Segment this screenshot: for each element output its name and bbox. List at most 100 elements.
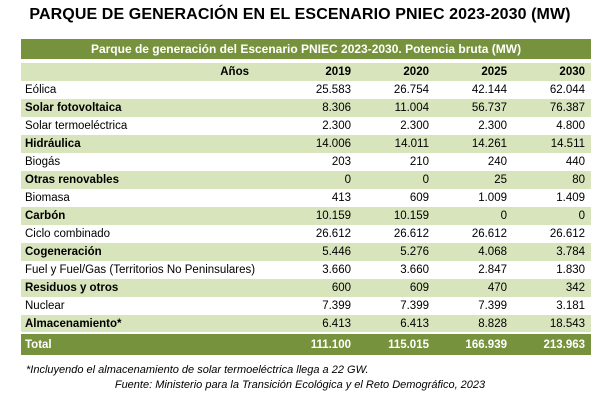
row-label: Eólica bbox=[21, 81, 279, 99]
row-value: 10.159 bbox=[357, 207, 435, 225]
row-value: 0 bbox=[435, 207, 513, 225]
row-value: 3.784 bbox=[513, 243, 592, 261]
row-value: 42.144 bbox=[435, 81, 513, 99]
row-value: 14.511 bbox=[513, 135, 592, 153]
header-year-2020: 2020 bbox=[357, 63, 435, 81]
table-row: Eólica 25.583 26.754 42.144 62.044 bbox=[21, 81, 592, 99]
table-row: Otras renovables 0 0 25 80 bbox=[21, 171, 592, 189]
row-value: 203 bbox=[279, 153, 357, 171]
row-value: 8.306 bbox=[279, 99, 357, 117]
row-value: 3.660 bbox=[279, 261, 357, 279]
generation-table: Parque de generación del Escenario PNIEC… bbox=[21, 39, 592, 355]
row-value: 3.181 bbox=[513, 297, 592, 315]
row-value: 2.847 bbox=[435, 261, 513, 279]
row-value: 413 bbox=[279, 189, 357, 207]
row-label: Biomasa bbox=[21, 189, 279, 207]
total-value: 111.100 bbox=[279, 332, 357, 355]
row-value: 0 bbox=[279, 171, 357, 189]
row-value: 26.754 bbox=[357, 81, 435, 99]
row-label: Biogás bbox=[21, 153, 279, 171]
table-row: Nuclear 7.399 7.399 7.399 3.181 bbox=[21, 297, 592, 315]
table-row: Ciclo combinado 26.612 26.612 26.612 26.612 bbox=[21, 225, 592, 243]
row-value: 240 bbox=[435, 153, 513, 171]
row-value: 2.300 bbox=[279, 117, 357, 135]
row-value: 6.413 bbox=[357, 315, 435, 333]
row-value: 7.399 bbox=[357, 297, 435, 315]
row-label: Nuclear bbox=[21, 297, 279, 315]
table-row: Hidráulica 14.006 14.011 14.261 14.511 bbox=[21, 135, 592, 153]
row-label: Otras renovables bbox=[21, 171, 279, 189]
row-label: Residuos y otros bbox=[21, 279, 279, 297]
row-value: 26.612 bbox=[435, 225, 513, 243]
row-value: 609 bbox=[357, 279, 435, 297]
row-value: 3.660 bbox=[357, 261, 435, 279]
table-row: Biogás 203 210 240 440 bbox=[21, 153, 592, 171]
row-value: 26.612 bbox=[357, 225, 435, 243]
page-title: PARQUE DE GENERACIÓN EN EL ESCENARIO PNI… bbox=[29, 6, 571, 23]
row-value: 62.044 bbox=[513, 81, 592, 99]
row-value: 7.399 bbox=[279, 297, 357, 315]
row-value: 5.276 bbox=[357, 243, 435, 261]
table-row: Solar fotovoltaica 8.306 11.004 56.737 76.38… bbox=[21, 99, 592, 117]
row-value: 7.399 bbox=[435, 297, 513, 315]
row-value: 0 bbox=[357, 171, 435, 189]
row-label: Ciclo combinado bbox=[21, 225, 279, 243]
row-label: Cogeneración bbox=[21, 243, 279, 261]
footnote: *Incluyendo el almacenamiento de solar t… bbox=[26, 364, 369, 376]
row-value: 4.800 bbox=[513, 117, 592, 135]
table-row: Fuel y Fuel/Gas (Territorios No Peninsul… bbox=[21, 261, 592, 279]
row-value: 56.737 bbox=[435, 99, 513, 117]
row-value: 4.068 bbox=[435, 243, 513, 261]
row-value: 14.006 bbox=[279, 135, 357, 153]
row-value: 10.159 bbox=[279, 207, 357, 225]
row-value: 1.009 bbox=[435, 189, 513, 207]
header-row: Años 2019 2020 2025 2030 bbox=[21, 63, 592, 81]
row-value: 1.409 bbox=[513, 189, 592, 207]
row-label: Fuel y Fuel/Gas (Territorios No Peninsul… bbox=[21, 261, 279, 279]
row-value: 14.011 bbox=[357, 135, 435, 153]
table-row: Carbón 10.159 10.159 0 0 bbox=[21, 207, 592, 225]
row-value: 470 bbox=[435, 279, 513, 297]
table-row: Almacenamiento* 6.413 6.413 8.828 18.543 bbox=[21, 315, 592, 333]
row-value: 18.543 bbox=[513, 315, 592, 333]
table-row: Cogeneración 5.446 5.276 4.068 3.784 bbox=[21, 243, 592, 261]
header-label: Años bbox=[21, 63, 279, 81]
row-label: Almacenamiento* bbox=[21, 315, 279, 333]
caption-separator bbox=[21, 59, 592, 63]
table-row: Residuos y otros 600 609 470 342 bbox=[21, 279, 592, 297]
row-value: 25.583 bbox=[279, 81, 357, 99]
header-year-2019: 2019 bbox=[279, 63, 357, 81]
total-value: 115.015 bbox=[357, 332, 435, 355]
row-label: Solar fotovoltaica bbox=[21, 99, 279, 117]
row-value: 26.612 bbox=[279, 225, 357, 243]
header-year-2030: 2030 bbox=[513, 63, 592, 81]
row-label: Hidráulica bbox=[21, 135, 279, 153]
row-value: 8.828 bbox=[435, 315, 513, 333]
row-value: 440 bbox=[513, 153, 592, 171]
total-value: 166.939 bbox=[435, 332, 513, 355]
table-caption: Parque de generación del Escenario PNIEC… bbox=[21, 39, 592, 59]
row-value: 342 bbox=[513, 279, 592, 297]
row-label: Solar termoeléctrica bbox=[21, 117, 279, 135]
row-value: 80 bbox=[513, 171, 592, 189]
header-year-2025: 2025 bbox=[435, 63, 513, 81]
row-value: 76.387 bbox=[513, 99, 592, 117]
total-row: Total 111.100 115.015 166.939 213.963 bbox=[21, 332, 592, 355]
total-value: 213.963 bbox=[513, 332, 592, 355]
row-value: 14.261 bbox=[435, 135, 513, 153]
row-value: 2.300 bbox=[435, 117, 513, 135]
table-row: Solar termoeléctrica 2.300 2.300 2.300 4.800 bbox=[21, 117, 592, 135]
row-value: 609 bbox=[357, 189, 435, 207]
row-value: 210 bbox=[357, 153, 435, 171]
row-value: 5.446 bbox=[279, 243, 357, 261]
row-value: 6.413 bbox=[279, 315, 357, 333]
total-label: Total bbox=[21, 332, 279, 355]
row-value: 26.612 bbox=[513, 225, 592, 243]
table-row: Biomasa 413 609 1.009 1.409 bbox=[21, 189, 592, 207]
row-value: 1.830 bbox=[513, 261, 592, 279]
row-value: 2.300 bbox=[357, 117, 435, 135]
row-value: 25 bbox=[435, 171, 513, 189]
row-label: Carbón bbox=[21, 207, 279, 225]
source-note: Fuente: Ministerio para la Transición Ec… bbox=[114, 379, 486, 391]
row-value: 0 bbox=[513, 207, 592, 225]
